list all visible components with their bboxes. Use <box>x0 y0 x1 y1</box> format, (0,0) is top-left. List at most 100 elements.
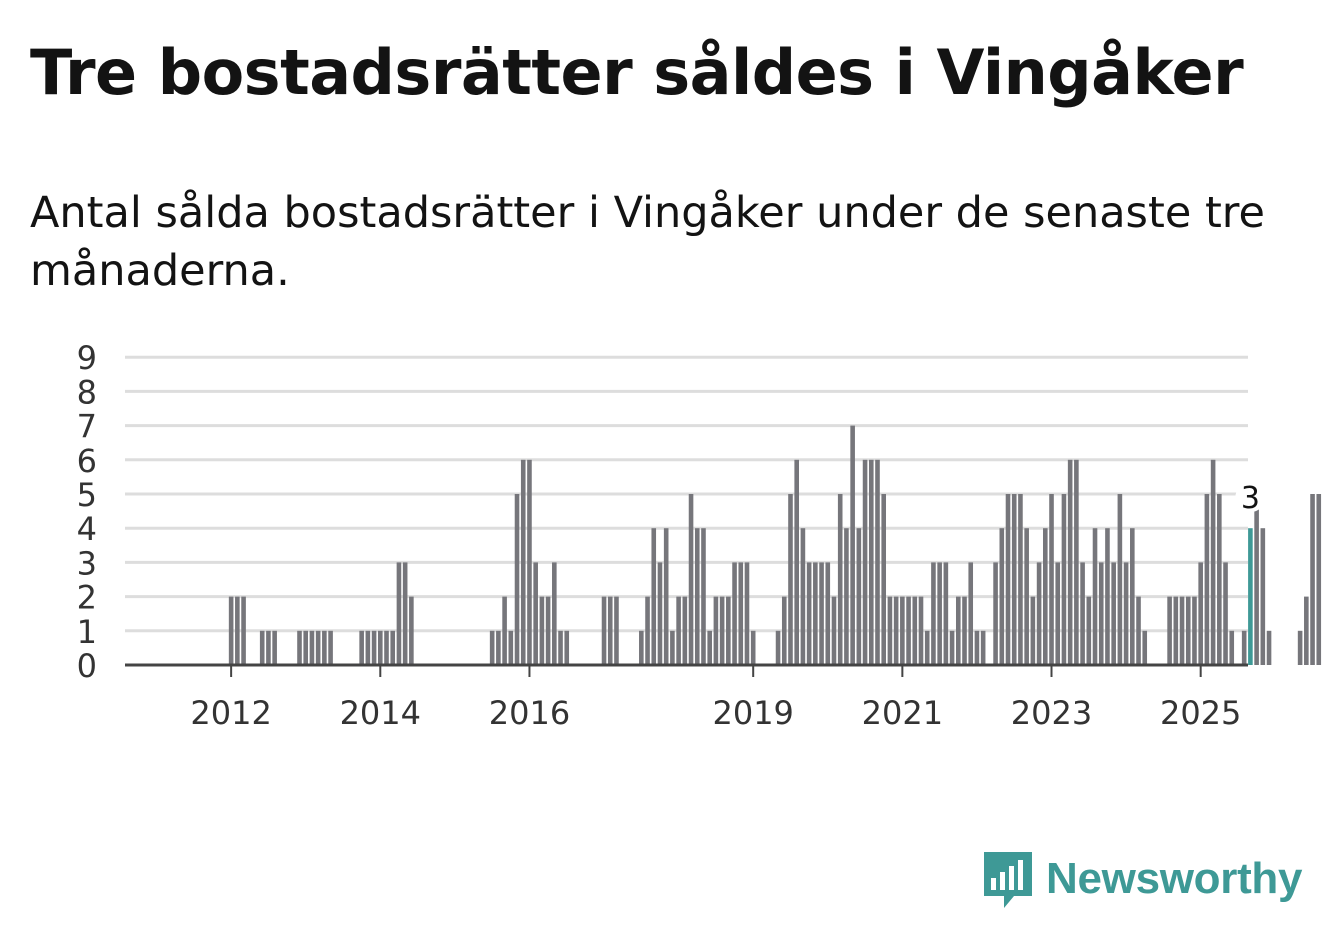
bar <box>365 630 371 665</box>
bar <box>309 630 315 665</box>
bar <box>1185 596 1191 665</box>
bar <box>1018 494 1023 665</box>
y-tick-label: 1 <box>77 613 97 651</box>
bar <box>1316 494 1322 665</box>
bar <box>732 562 737 665</box>
bar <box>881 494 887 665</box>
bar <box>533 562 538 665</box>
bar <box>601 596 607 665</box>
bar <box>607 596 613 665</box>
bar <box>781 596 787 665</box>
bar <box>1086 596 1092 665</box>
bar <box>800 528 806 665</box>
bar <box>1036 562 1042 665</box>
bar <box>1210 459 1216 665</box>
bar <box>719 596 725 665</box>
y-tick-label: 9 <box>77 339 97 377</box>
bar <box>943 562 949 665</box>
bar <box>1142 630 1148 665</box>
bar <box>502 596 507 665</box>
bar <box>1092 528 1098 665</box>
x-tick-label: 2014 <box>340 694 421 732</box>
bar <box>875 459 880 665</box>
bar <box>819 562 824 665</box>
x-tick-label: 2025 <box>1160 694 1241 732</box>
bar <box>676 596 681 665</box>
bar <box>359 630 364 665</box>
x-tick-label: 2023 <box>1011 694 1092 732</box>
bar <box>726 596 731 665</box>
bar <box>1192 596 1197 665</box>
bar <box>639 630 644 665</box>
bar <box>328 630 333 665</box>
bar <box>1005 494 1011 665</box>
bar <box>259 630 265 665</box>
bar <box>514 494 520 665</box>
bar <box>831 596 837 665</box>
bar <box>558 630 563 665</box>
bar <box>496 630 501 665</box>
y-tick-label: 5 <box>77 476 97 514</box>
y-tick-label: 3 <box>77 544 97 582</box>
bar <box>1024 528 1029 665</box>
bar <box>837 494 843 665</box>
bar <box>1080 562 1085 665</box>
newsworthy-logo-text: Newsworthy <box>1046 854 1303 903</box>
bar <box>489 630 495 665</box>
bar <box>893 596 899 665</box>
bar <box>806 562 812 665</box>
bar <box>1229 630 1235 665</box>
bar <box>670 630 675 665</box>
bar <box>962 596 967 665</box>
bar <box>900 596 905 665</box>
bar <box>794 459 799 665</box>
bar <box>1055 562 1061 665</box>
bar <box>688 494 694 665</box>
bar <box>297 630 302 665</box>
bar <box>371 630 377 665</box>
newsworthy-logo-icon <box>984 852 1032 908</box>
bar <box>1223 562 1228 665</box>
bar <box>968 562 974 665</box>
bar <box>775 630 781 665</box>
bar <box>707 630 712 665</box>
bar <box>1310 494 1315 665</box>
bar <box>1105 528 1110 665</box>
bar <box>322 630 327 665</box>
bar <box>999 528 1005 665</box>
bar <box>844 528 849 665</box>
bar <box>1173 596 1179 665</box>
bar <box>1217 494 1222 665</box>
bar <box>527 459 532 665</box>
bar <box>1260 528 1266 665</box>
bar <box>520 459 526 665</box>
bar <box>825 562 831 665</box>
bar <box>906 596 911 665</box>
bar <box>396 562 402 665</box>
bar <box>980 630 986 665</box>
bar <box>272 630 277 665</box>
bar <box>1117 494 1123 665</box>
chart-title: Tre bostadsrätter såldes i Vingåker <box>30 36 1244 109</box>
bar <box>384 630 389 665</box>
bar <box>694 528 700 665</box>
bar <box>955 596 961 665</box>
bar <box>949 630 955 665</box>
bar <box>750 630 756 665</box>
bar <box>1030 596 1036 665</box>
bar <box>1241 630 1247 665</box>
y-tick-label: 6 <box>77 442 97 480</box>
bar <box>1304 596 1309 665</box>
bar <box>856 528 862 665</box>
bar <box>974 630 980 665</box>
bar <box>1123 562 1129 665</box>
bar <box>931 562 936 665</box>
bar <box>912 596 918 665</box>
bar <box>409 596 414 665</box>
y-tick-label: 0 <box>77 647 97 685</box>
x-tick-label: 2012 <box>190 694 271 732</box>
x-tick-label: 2016 <box>489 694 570 732</box>
bar <box>937 562 942 665</box>
bar <box>241 596 246 665</box>
